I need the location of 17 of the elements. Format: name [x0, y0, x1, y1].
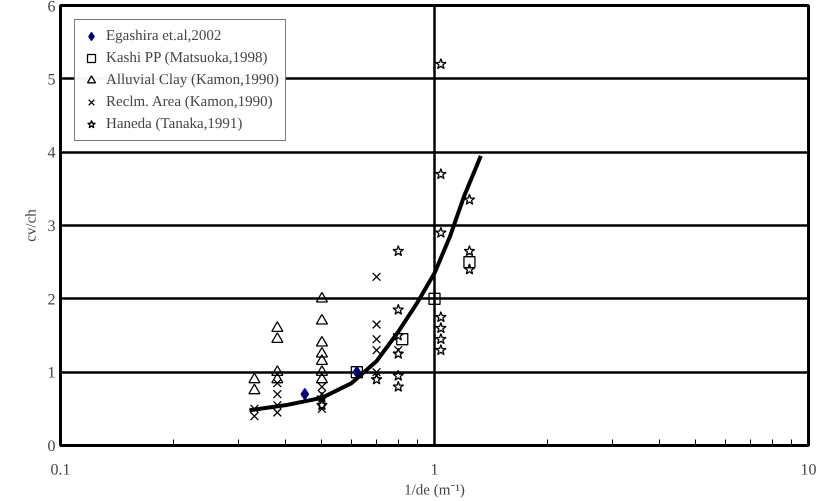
y-axis-title: cv/ch [24, 208, 40, 242]
legend-label: Reclm. Area (Kamon,1990) [106, 94, 273, 110]
y-tick-label: 4 [48, 144, 56, 162]
x-tick-label: 10 [800, 462, 816, 478]
x-tick-label: 1 [430, 462, 438, 478]
y-tick-label: 6 [48, 0, 56, 16]
legend-label: Alluvial Clay (Kamon,1990) [106, 72, 279, 88]
legend-label: Egashira et.al,2002 [106, 28, 222, 44]
y-tick-label: 5 [48, 71, 56, 88]
legend-label: Haneda (Tanaka,1991) [106, 116, 242, 132]
y-tick-label: 3 [48, 218, 56, 235]
y-tick-label: 0 [48, 438, 56, 455]
y-tick-label: 2 [48, 291, 56, 308]
x-tick-label: 0.1 [50, 462, 70, 478]
x-axis-title: 1/de (m⁻¹) [404, 482, 465, 498]
legend-label: Kashi PP (Matsuoka,1998) [106, 50, 268, 66]
y-tick-label: 1 [48, 364, 56, 382]
